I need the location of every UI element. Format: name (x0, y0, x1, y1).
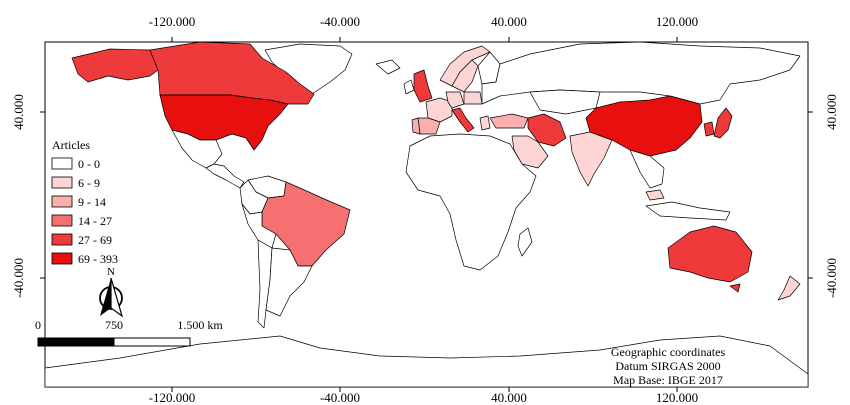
top-tick-label: 40.000 (491, 14, 527, 29)
region-kazakhstan (529, 89, 601, 115)
region-ireland (403, 79, 415, 95)
legend-label: 14 - 27 (78, 214, 112, 228)
region-poland (463, 91, 483, 105)
right-tick-label: 40.000 (824, 94, 839, 130)
region-germany (445, 91, 465, 109)
legend-item: 6 - 9 (51, 176, 100, 190)
bottom-tick-label: 40.000 (491, 390, 527, 405)
legend-label: 69 - 393 (78, 252, 118, 266)
region-alaska (71, 48, 159, 83)
region-turkey (489, 113, 529, 129)
region-australia (667, 225, 753, 283)
left-tick-label: 40.000 (11, 94, 26, 130)
scale-segment-white (113, 337, 191, 347)
bottom-tick-label: -120.000 (149, 390, 196, 405)
region-south-korea (703, 121, 715, 137)
credit-line: Map Base: IBGE 2017 (613, 373, 723, 387)
legend: Articles 0 - 0 6 - 9 9 - 14 14 - 27 27 -… (51, 138, 118, 266)
legend-swatch (51, 195, 73, 208)
region-peru (241, 203, 277, 249)
legend-label: 0 - 0 (78, 157, 100, 171)
countries (44, 41, 809, 388)
bottom-tick-label: -40.000 (320, 390, 360, 405)
region-africa (405, 133, 537, 271)
frame-ticks (40, 37, 813, 392)
credit-line: Geographic coordinates (611, 345, 726, 359)
scale-label: 0 (35, 318, 41, 332)
region-mexico (171, 129, 223, 169)
region-southeast-asia (629, 149, 665, 189)
region-madagascar (517, 227, 533, 257)
legend-item: 9 - 14 (51, 195, 106, 209)
region-japan (713, 107, 733, 139)
region-russia (481, 41, 801, 105)
top-tick-label: -120.000 (149, 14, 196, 29)
legend-item: 27 - 69 (51, 233, 112, 247)
region-india (569, 131, 613, 187)
region-china (585, 95, 703, 157)
legend-swatch (51, 252, 73, 265)
north-arrow-left-half (100, 278, 111, 316)
legend-item: 0 - 0 (51, 157, 100, 171)
region-iran (527, 113, 567, 147)
region-greece (479, 115, 491, 131)
top-tick-label: -40.000 (320, 14, 360, 29)
region-central-america (205, 163, 245, 189)
legend-title: Articles (52, 138, 90, 152)
legend-swatch (51, 176, 73, 189)
region-iceland (375, 59, 401, 75)
legend-swatch (51, 233, 73, 246)
region-portugal (411, 117, 421, 135)
region-italy (451, 107, 475, 133)
right-tick-label: -40.000 (824, 258, 839, 298)
legend-swatch (51, 157, 73, 170)
region-united-kingdom (413, 69, 433, 103)
legend-swatch (51, 214, 73, 227)
region-malaysia (645, 189, 665, 201)
region-new-zealand (777, 275, 801, 301)
scale-bar: 0 750 1.500 km (35, 318, 223, 347)
region-antarctica (44, 335, 809, 388)
left-tick-label: -40.000 (11, 258, 26, 298)
legend-label: 9 - 14 (78, 195, 106, 209)
scale-segment-black (37, 337, 115, 347)
legend-item: 69 - 393 (51, 252, 118, 266)
region-tasmania (729, 283, 741, 293)
north-label: N (107, 266, 115, 278)
bottom-tick-label: 120.000 (656, 390, 698, 405)
region-argentina (265, 247, 313, 317)
legend-label: 27 - 69 (78, 233, 112, 247)
legend-item: 14 - 27 (51, 214, 112, 228)
legend-label: 6 - 9 (78, 176, 100, 190)
north-arrow-right-half (110, 277, 124, 318)
north-arrow: N (99, 266, 124, 318)
credit-line: Datum SIRGAS 2000 (615, 359, 720, 373)
region-indonesia (645, 201, 731, 221)
scale-label: 750 (105, 318, 123, 332)
scale-label: 1.500 km (177, 318, 223, 332)
top-tick-label: 120.000 (656, 14, 698, 29)
